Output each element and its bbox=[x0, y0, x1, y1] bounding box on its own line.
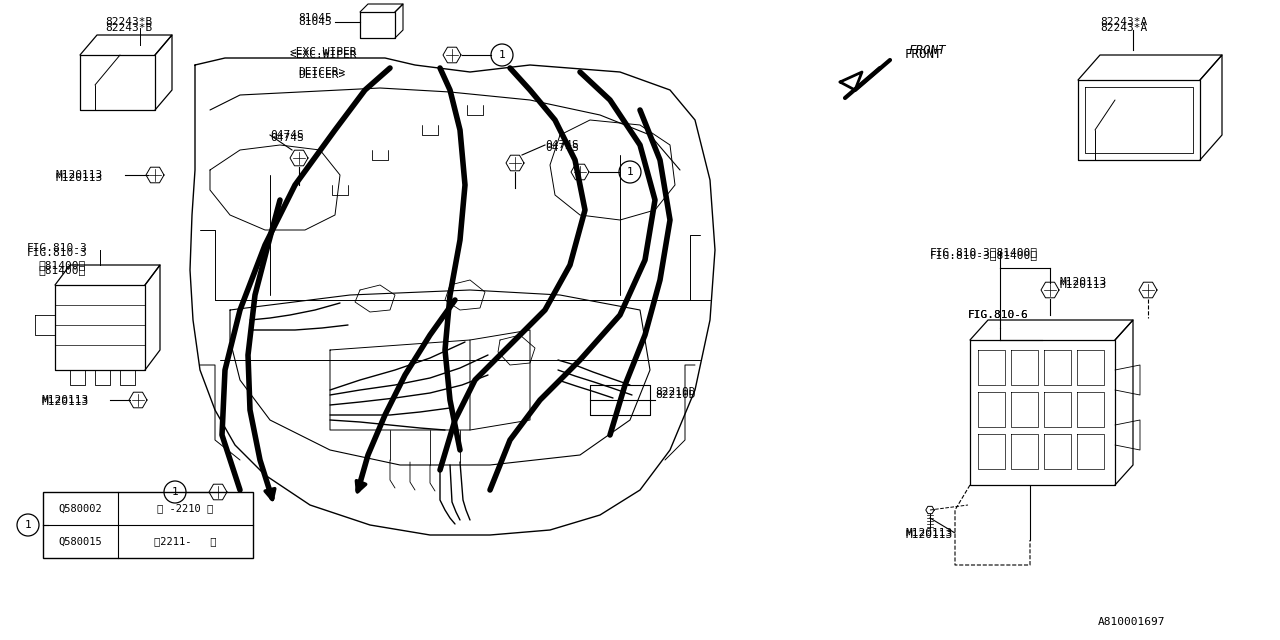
Text: 82210D: 82210D bbox=[655, 387, 695, 397]
Text: FIG.810-3: FIG.810-3 bbox=[27, 248, 88, 258]
Text: 81045: 81045 bbox=[298, 13, 332, 23]
Text: <EXC.WIPER: <EXC.WIPER bbox=[291, 47, 357, 57]
Text: 82243*A: 82243*A bbox=[1100, 17, 1147, 27]
Text: M120113: M120113 bbox=[905, 528, 952, 538]
Text: DEICER>: DEICER> bbox=[298, 70, 346, 80]
Text: M120113: M120113 bbox=[1060, 277, 1107, 287]
Text: M120113: M120113 bbox=[55, 173, 102, 183]
Text: 、81400〉: 、81400〉 bbox=[38, 260, 86, 270]
Text: FRONT: FRONT bbox=[905, 49, 942, 61]
Text: FIG.810-3: FIG.810-3 bbox=[27, 243, 88, 253]
Text: 1: 1 bbox=[24, 520, 32, 530]
Text: 82243*A: 82243*A bbox=[1100, 23, 1147, 33]
Text: FIG.810-6: FIG.810-6 bbox=[968, 310, 1029, 320]
Text: 0474S: 0474S bbox=[545, 143, 579, 153]
Text: M120113: M120113 bbox=[905, 530, 952, 540]
Text: 、81400〉: 、81400〉 bbox=[38, 265, 86, 275]
Text: 1: 1 bbox=[499, 50, 506, 60]
Text: Q580015: Q580015 bbox=[58, 536, 102, 547]
Text: M120113: M120113 bbox=[55, 170, 102, 180]
Text: FIG.810-3、81400〉: FIG.810-3、81400〉 bbox=[931, 250, 1038, 260]
Text: FIG.810-6: FIG.810-6 bbox=[968, 310, 1029, 320]
Text: M120113: M120113 bbox=[42, 395, 90, 405]
Text: 82210D: 82210D bbox=[655, 390, 695, 400]
Bar bbox=[44, 492, 253, 558]
Text: FRONT: FRONT bbox=[908, 44, 946, 56]
Text: 82243*B: 82243*B bbox=[105, 17, 152, 27]
Text: A810001697: A810001697 bbox=[1098, 617, 1166, 627]
Text: M120113: M120113 bbox=[1060, 280, 1107, 290]
Text: DEICER>: DEICER> bbox=[298, 67, 346, 77]
Text: 1: 1 bbox=[627, 167, 634, 177]
Text: FIG.810-3、81400〉: FIG.810-3、81400〉 bbox=[931, 247, 1038, 257]
Text: 81045: 81045 bbox=[298, 17, 332, 27]
Text: 0474S: 0474S bbox=[270, 133, 303, 143]
Text: <EXC.WIPER: <EXC.WIPER bbox=[291, 50, 357, 60]
Text: 〈2211-   〉: 〈2211- 〉 bbox=[154, 536, 216, 547]
Text: M120113: M120113 bbox=[42, 397, 90, 407]
Text: 0474S: 0474S bbox=[270, 130, 303, 140]
Text: 〈 -2210 〉: 〈 -2210 〉 bbox=[157, 504, 214, 513]
Text: 0474S: 0474S bbox=[545, 140, 579, 150]
Text: 1: 1 bbox=[172, 487, 178, 497]
Text: Q580002: Q580002 bbox=[58, 504, 102, 513]
Text: 82243*B: 82243*B bbox=[105, 23, 152, 33]
